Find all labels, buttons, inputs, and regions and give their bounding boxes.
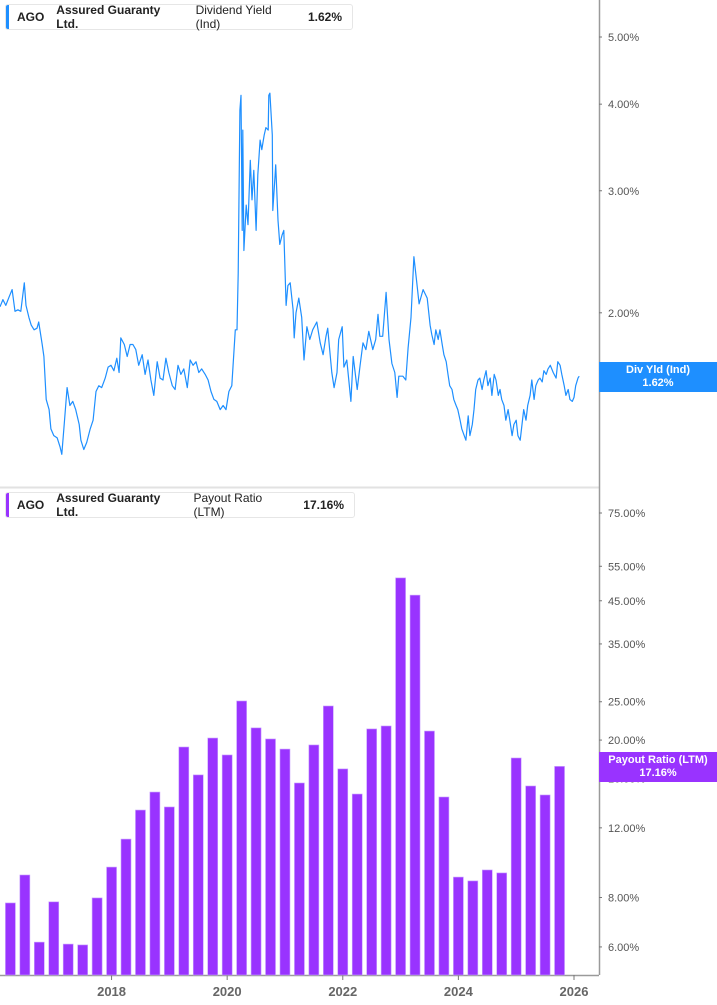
y-tick-label: 25.00% (608, 697, 646, 709)
badge-label: Div Yld (Ind) (626, 364, 690, 376)
payout-bar-2023-q4 (453, 876, 464, 976)
payout-bar-2017-q4 (106, 866, 117, 976)
x-tick-label: 2020 (213, 984, 242, 999)
y-tick-label: 3.00% (608, 186, 639, 198)
payout-bar-2019-q2 (192, 774, 204, 976)
payout-ratio-bars (5, 577, 565, 976)
payout-bar-2025-q2 (539, 794, 551, 976)
y-tick-label: 20.00% (608, 735, 646, 747)
payout-bar-2019-q4 (221, 754, 233, 976)
payout-bar-2020-q4 (279, 748, 291, 976)
badge-value: 17.16% (639, 767, 677, 779)
y-tick-label: 4.00% (608, 99, 639, 111)
x-tick-label: 2024 (444, 984, 474, 999)
y-tick-label: 2.00% (608, 308, 639, 320)
y-tick-label: 55.00% (608, 561, 646, 573)
payout-bar-2022-q4 (395, 577, 406, 976)
payout-bar-2021-q3 (323, 705, 334, 976)
y-tick-label: 8.00% (608, 892, 639, 904)
payout-bar-2022-q1 (351, 793, 363, 976)
badge-value: 1.62% (642, 377, 674, 389)
payout-bar-2019-q1 (178, 746, 190, 976)
payout-bar-2016-q1 (5, 902, 16, 976)
payout-ratio-price-badge: Payout Ratio (LTM) 17.16% (599, 752, 717, 782)
payout-bar-2023-q3 (438, 796, 450, 976)
div-yield-price-badge: Div Yld (Ind) 1.62% (599, 362, 717, 392)
x-tick-label: 2026 (560, 984, 589, 999)
payout-bar-2023-q2 (424, 730, 435, 976)
x-tick-label: 2022 (328, 984, 357, 999)
badge-label: Payout Ratio (LTM) (608, 754, 708, 766)
payout-bar-2021-q2 (308, 744, 320, 976)
payout-bar-2019-q3 (207, 737, 219, 976)
payout-bar-2020-q3 (265, 738, 276, 976)
dividend-yield-line (0, 92, 580, 455)
payout-bar-2022-q3 (380, 725, 392, 976)
payout-bar-2018-q2 (135, 809, 146, 976)
x-tick-label: 2018 (97, 984, 126, 999)
top-legend: AGO Assured Guaranty Ltd. Dividend Yield… (5, 3, 353, 31)
payout-bar-2024-q3 (496, 872, 508, 976)
y-tick-label: 5.00% (608, 32, 639, 44)
legend-value: 1.62% (307, 10, 342, 24)
series-color-marker (6, 493, 9, 517)
payout-bar-2017-q1 (62, 943, 74, 976)
payout-bar-2024-q1 (467, 880, 479, 976)
y-tick-label: 6.00% (608, 942, 639, 954)
payout-bar-2021-q1 (294, 782, 305, 976)
payout-bar-2023-q1 (409, 594, 421, 976)
payout-bar-2025-q1 (525, 785, 536, 976)
payout-bar-2020-q2 (250, 727, 262, 976)
payout-bar-2016-q4 (48, 901, 60, 976)
payout-bar-2017-q3 (91, 897, 103, 976)
legend-ticker: AGO (16, 498, 45, 512)
legend-company: Assured Guaranty Ltd. (56, 491, 161, 519)
payout-bar-2024-q4 (510, 757, 522, 976)
legend-value: 17.16% (303, 498, 344, 512)
payout-bar-2024-q2 (481, 869, 493, 976)
legend-ticker: AGO (16, 10, 45, 24)
payout-bar-2025-q3 (554, 766, 565, 976)
bottom-y-axis: 6.00%8.00%12.00%16.00%20.00%25.00%35.00%… (599, 508, 646, 954)
top-y-axis: 2.00% 3.00% 4.00% 5.00% (599, 32, 639, 320)
payout-bar-2021-q4 (337, 768, 349, 976)
x-axis: 2018 2020 2022 2024 2026 (97, 975, 588, 999)
payout-bar-2020-q1 (236, 700, 247, 976)
payout-bar-2022-q2 (366, 728, 377, 976)
legend-metric: Dividend Yield (Ind) (195, 3, 272, 31)
legend-company: Assured Guaranty Ltd. (56, 3, 161, 31)
y-tick-label: 35.00% (608, 639, 646, 651)
payout-bar-2016-q2 (19, 874, 31, 976)
payout-bar-2018-q4 (164, 806, 175, 976)
payout-bar-2017-q2 (77, 944, 88, 976)
y-tick-label: 45.00% (608, 596, 646, 608)
y-tick-label: 75.00% (608, 508, 646, 520)
y-tick-label: 12.00% (608, 823, 646, 835)
series-color-marker (6, 5, 9, 29)
payout-bar-2016-q3 (34, 941, 45, 976)
bottom-legend: AGO Assured Guaranty Ltd. Payout Ratio (… (5, 491, 355, 519)
legend-metric: Payout Ratio (LTM) (193, 491, 263, 519)
payout-bar-2018-q3 (149, 791, 161, 976)
payout-bar-2018-q1 (120, 838, 132, 976)
